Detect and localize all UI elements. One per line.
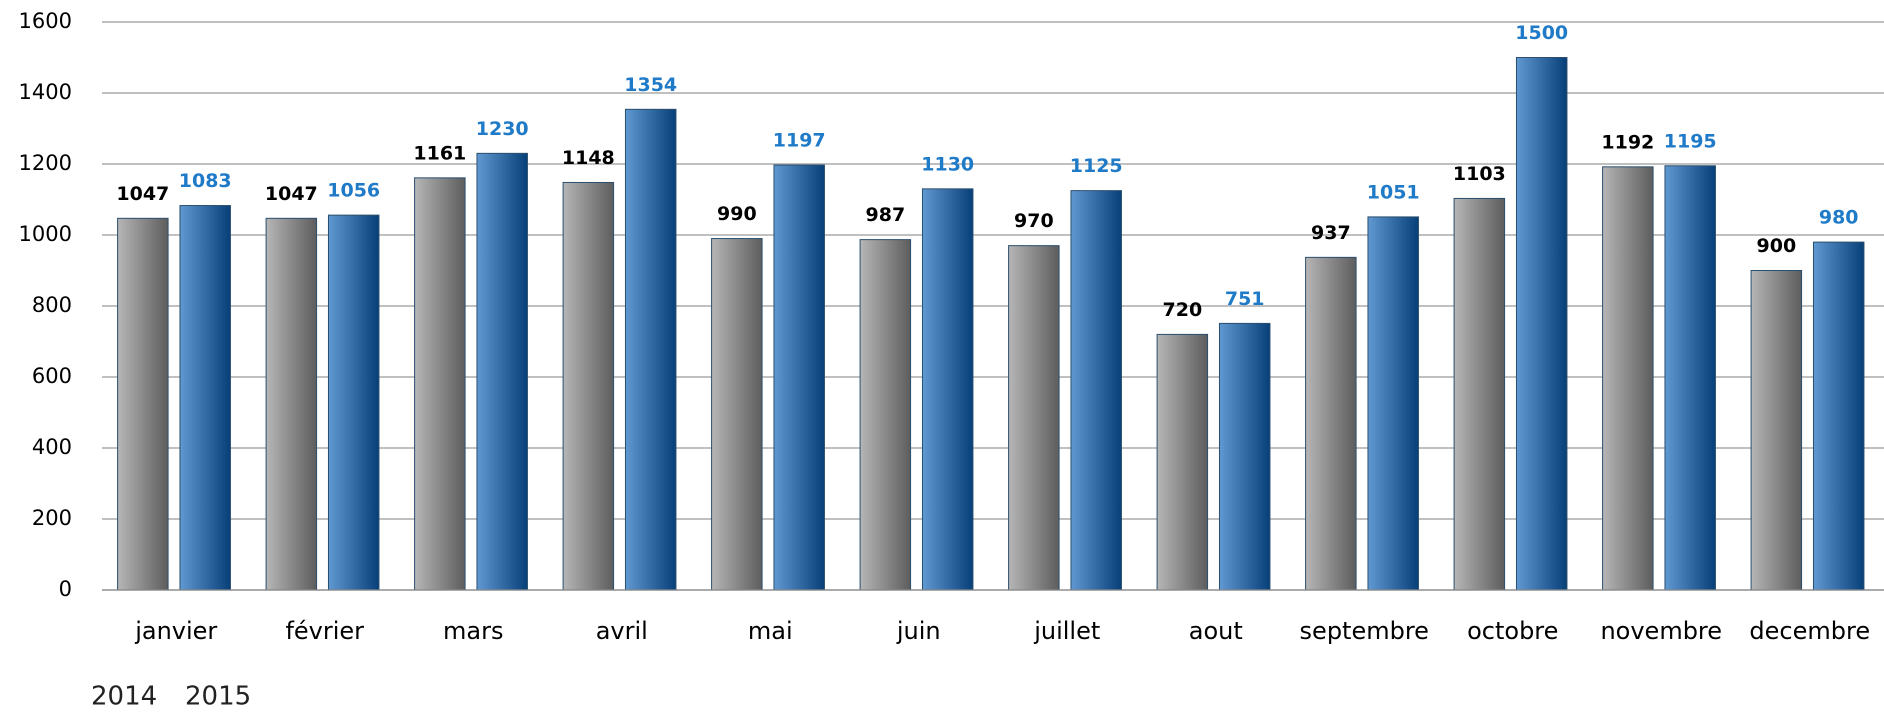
x-tick-label: decembre xyxy=(1749,617,1870,645)
bar xyxy=(921,188,974,591)
y-tick-label: 800 xyxy=(32,293,72,317)
bar xyxy=(476,152,528,591)
bar xyxy=(562,181,615,591)
bar xyxy=(1812,241,1865,591)
bar xyxy=(327,214,380,591)
x-tick-label: mai xyxy=(748,617,793,645)
bar xyxy=(1602,166,1654,591)
value-label: 1161 xyxy=(413,142,466,164)
bar xyxy=(773,164,825,591)
bar xyxy=(117,217,169,591)
bar xyxy=(1008,245,1060,591)
bar xyxy=(1515,57,1568,591)
bar xyxy=(179,205,231,591)
x-tick-label: juin xyxy=(896,617,941,645)
value-label: 751 xyxy=(1225,288,1265,310)
x-tick-label: novembre xyxy=(1600,617,1722,645)
bar xyxy=(1453,197,1506,591)
x-tick-label: septembre xyxy=(1300,617,1429,645)
value-label: 900 xyxy=(1757,235,1797,257)
bar xyxy=(414,177,466,591)
bar xyxy=(265,217,318,591)
y-tick-label: 1000 xyxy=(19,222,72,246)
value-label: 1192 xyxy=(1601,131,1654,153)
value-label: 720 xyxy=(1163,299,1203,321)
bar xyxy=(1070,190,1122,591)
x-tick-label: janvier xyxy=(134,617,217,645)
x-tick-label: mars xyxy=(443,617,503,645)
y-tick-label: 1400 xyxy=(19,80,72,104)
value-label: 1051 xyxy=(1367,181,1420,203)
value-label: 1500 xyxy=(1515,22,1568,44)
x-tick-label: février xyxy=(285,617,364,645)
value-label: 1125 xyxy=(1070,155,1123,177)
value-label: 1047 xyxy=(265,183,318,205)
bar xyxy=(1218,322,1271,591)
value-label: 1056 xyxy=(327,180,380,202)
bar xyxy=(1664,165,1716,591)
x-tick-label: juillet xyxy=(1033,617,1100,645)
value-label: 937 xyxy=(1311,222,1351,244)
y-tick-label: 0 xyxy=(59,577,72,601)
x-tick-label: avril xyxy=(596,617,648,645)
y-tick-label: 600 xyxy=(32,364,72,388)
bar xyxy=(1750,270,1803,591)
value-label: 1354 xyxy=(624,74,677,96)
value-label: 970 xyxy=(1014,210,1054,232)
x-tick-label: octobre xyxy=(1467,617,1558,645)
value-label: 1148 xyxy=(562,147,615,169)
value-label: 1083 xyxy=(179,170,232,192)
value-label: 1195 xyxy=(1664,130,1717,152)
legend-label: 2014 xyxy=(91,682,157,712)
y-tick-label: 200 xyxy=(32,506,72,530)
y-tick-label: 400 xyxy=(32,435,72,459)
bar xyxy=(624,108,677,591)
y-tick-label: 1600 xyxy=(19,9,72,33)
value-label: 990 xyxy=(717,203,757,225)
bar xyxy=(859,239,912,591)
value-label: 1047 xyxy=(116,183,169,205)
x-tick-label: aout xyxy=(1189,617,1243,645)
bar xyxy=(1156,333,1209,591)
y-tick-label: 1200 xyxy=(19,151,72,175)
value-label: 1197 xyxy=(773,130,826,152)
value-label: 987 xyxy=(866,204,906,226)
value-label: 1130 xyxy=(921,153,974,175)
value-label: 980 xyxy=(1819,207,1859,229)
bar xyxy=(1367,216,1419,591)
bar xyxy=(1305,256,1357,591)
value-label: 1103 xyxy=(1453,163,1506,185)
value-label: 1230 xyxy=(476,118,529,140)
bar xyxy=(711,238,763,591)
legend-label: 2015 xyxy=(185,682,251,712)
